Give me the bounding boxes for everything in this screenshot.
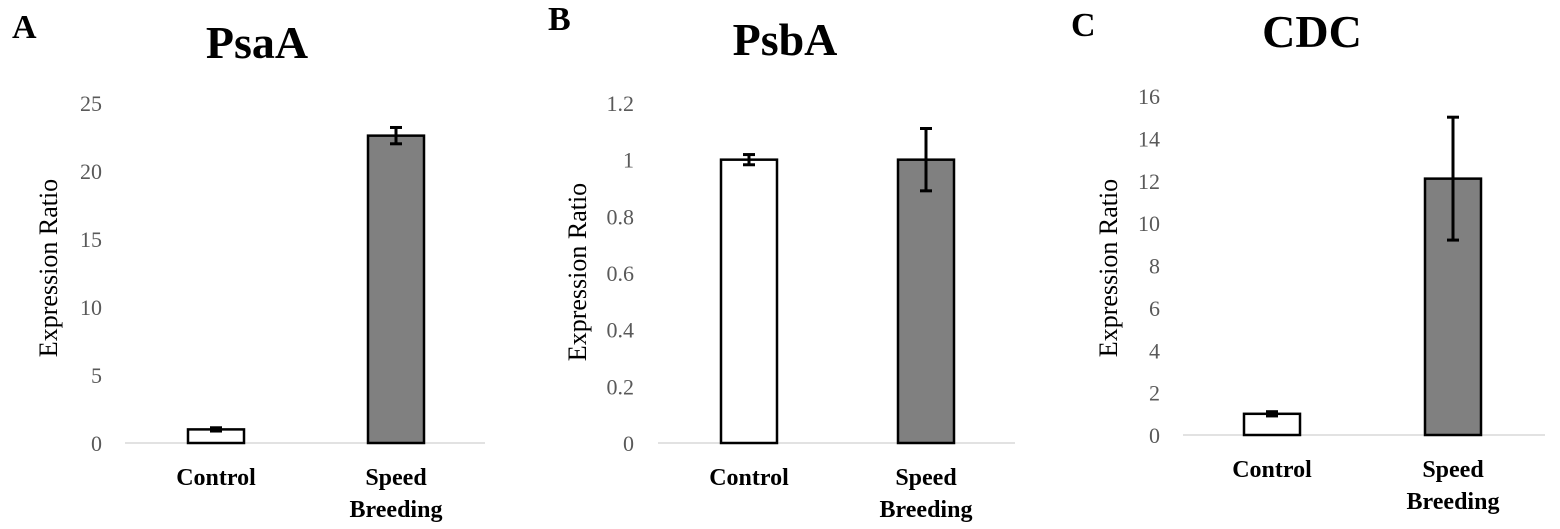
y-tick-label: 4	[1149, 338, 1160, 363]
chart-panel-a: A PsaA Expression Ratio 0 5 10 15 20 25 Control Sp…	[12, 9, 485, 523]
chart-title: PsbA	[733, 14, 838, 65]
x-category-label: Control	[1232, 457, 1312, 483]
y-tick-label: 12	[1138, 169, 1160, 194]
panel-letter: C	[1071, 7, 1096, 44]
y-tick-label: 0.8	[607, 204, 635, 229]
y-tick-label: 14	[1138, 126, 1160, 151]
y-tick-label: 0.4	[607, 318, 635, 343]
y-tick-label: 10	[80, 295, 102, 320]
panel-letter: A	[12, 9, 37, 46]
y-tick-label: 0	[1149, 423, 1160, 448]
y-tick-label: 16	[1138, 84, 1160, 109]
x-category-label: Breeding	[350, 497, 443, 523]
y-tick-label: 2	[1149, 381, 1160, 406]
x-category-label: Control	[709, 465, 789, 491]
y-tick-label: 15	[80, 227, 102, 252]
bar	[719, 158, 779, 445]
chart-panel-b: B PsbA Expression Ratio 0 0.2 0.4 0.6 0.8 1 1.2 Co…	[548, 1, 1015, 523]
y-tick-label: 20	[80, 159, 102, 184]
y-tick-label: 0.6	[607, 261, 635, 286]
y-tick-label: 1.2	[607, 91, 635, 116]
y-tick-label: 0	[91, 431, 102, 456]
y-tick-label: 8	[1149, 254, 1160, 279]
chart-title: PsaA	[206, 17, 308, 68]
y-tick-label: 1	[623, 148, 634, 173]
bar	[896, 158, 956, 445]
y-tick-label: 0	[623, 431, 634, 456]
y-tick-label: 0.2	[607, 374, 635, 399]
chart-title: CDC	[1262, 6, 1362, 57]
x-category-label: Speed	[365, 465, 427, 491]
x-category-label: Speed	[1422, 457, 1484, 483]
panel-letter: B	[548, 1, 571, 38]
y-axis-label: Expression Ratio	[1094, 179, 1123, 357]
x-category-label: Speed	[895, 465, 957, 491]
y-tick-label: 5	[91, 363, 102, 388]
y-tick-label: 25	[80, 91, 102, 116]
chart-panel-c: C CDC Expression Ratio 0 2 4 6 8 10 12 14 16 Control…	[1071, 6, 1545, 515]
x-category-label: Breeding	[1407, 489, 1500, 515]
bar	[366, 134, 426, 445]
y-axis-label: Expression Ratio	[563, 183, 592, 361]
y-tick-label: 6	[1149, 296, 1160, 321]
x-category-label: Control	[176, 465, 256, 491]
x-category-label: Breeding	[880, 497, 973, 523]
y-axis-label: Expression Ratio	[34, 179, 63, 357]
y-tick-label: 10	[1138, 211, 1160, 236]
